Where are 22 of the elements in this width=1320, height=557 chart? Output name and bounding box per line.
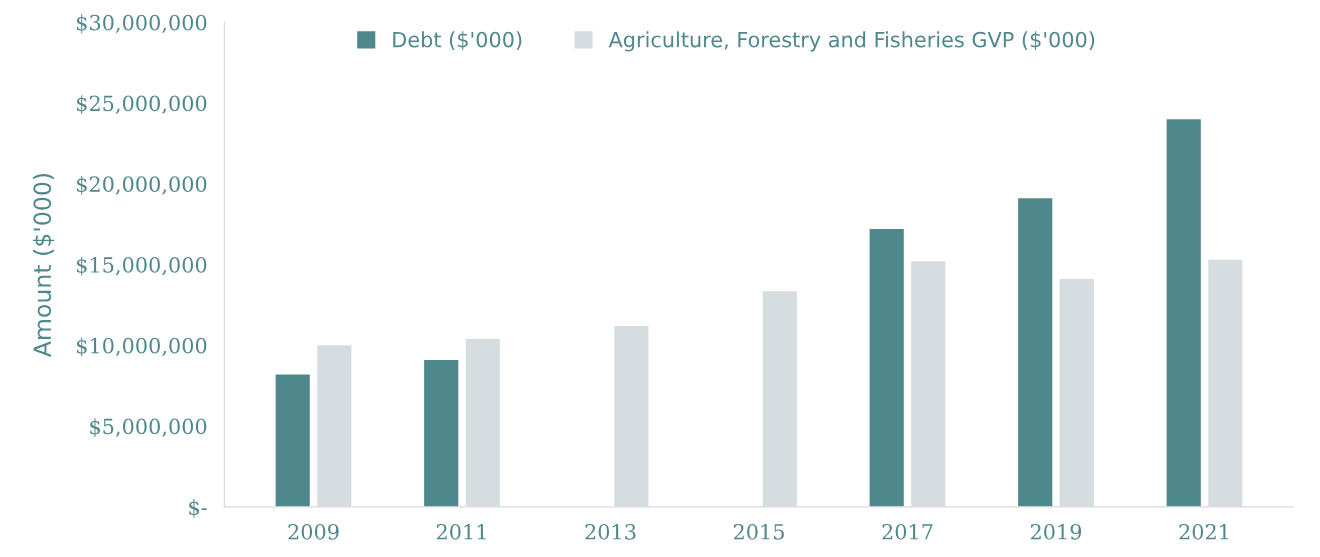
y-axis-title: Amount ($'000) <box>32 173 55 358</box>
y-tick-label: $5,000,000 <box>90 418 207 438</box>
bar <box>1166 119 1201 507</box>
y-tick-label: $20,000,000 <box>76 175 207 195</box>
x-tick-label: 2015 <box>733 523 784 540</box>
bar <box>1018 198 1053 507</box>
y-tick-label: $10,000,000 <box>76 337 207 357</box>
x-tick-label: 2017 <box>882 523 933 540</box>
y-tick-label: $30,000,000 <box>76 14 207 34</box>
y-tick-label: $25,000,000 <box>76 95 207 115</box>
bar <box>275 374 310 507</box>
x-tick-label: 2011 <box>436 523 486 540</box>
legend-label: Agriculture, Forestry and Fisheries GVP ($'000) <box>608 31 1095 52</box>
bar <box>424 359 459 507</box>
bar <box>869 229 904 507</box>
legend-label: Debt ($'000) <box>393 31 522 51</box>
x-tick-label: 2013 <box>585 523 636 540</box>
y-tick-label: $- <box>189 498 207 518</box>
x-tick-label: 2019 <box>1030 523 1082 540</box>
x-tick-label: 2009 <box>288 523 339 540</box>
y-tick-label: $15,000,000 <box>76 256 207 276</box>
x-tick-label: 2021 <box>1179 523 1229 540</box>
